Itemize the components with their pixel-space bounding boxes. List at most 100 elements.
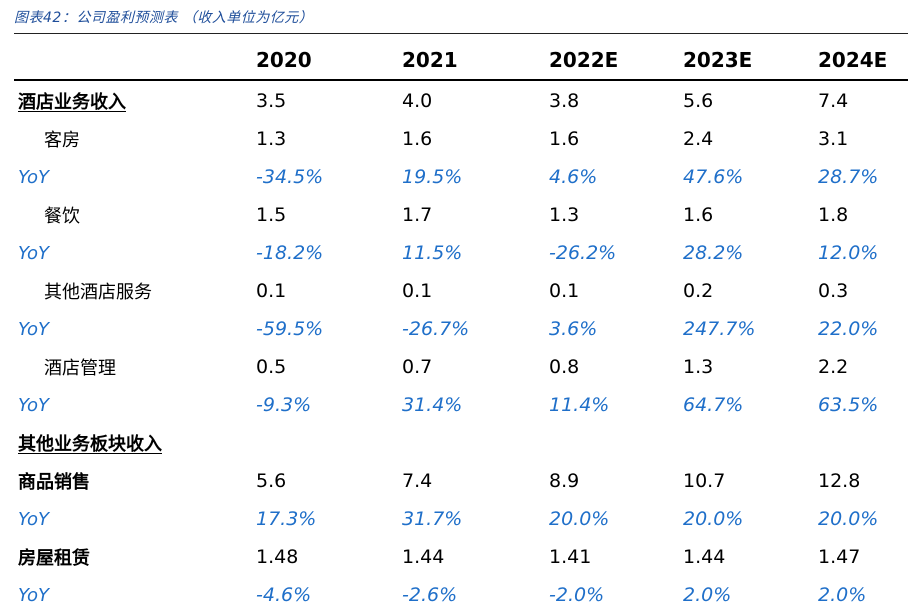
table-cell: -2.0% bbox=[549, 584, 605, 606]
table-cell: 20.0% bbox=[818, 508, 879, 530]
table-cell: 0.1 bbox=[256, 280, 287, 302]
row-label: 其他业务板块收入 bbox=[18, 434, 162, 455]
table-cell: -34.5% bbox=[256, 166, 324, 188]
table-row: YoY -4.6% -2.6% -2.0% 2.0% 2.0% bbox=[0, 576, 922, 614]
column-header-2020: 2020 bbox=[256, 48, 312, 72]
column-header-2022e: 2022E bbox=[549, 48, 619, 72]
table-row: YoY -34.5% 19.5% 4.6% 47.6% 28.7% bbox=[0, 158, 922, 196]
table-cell: 31.7% bbox=[402, 508, 463, 530]
table-cell: 2.2 bbox=[818, 356, 849, 378]
table-cell: -26.2% bbox=[549, 242, 617, 264]
row-label: 房屋租赁 bbox=[18, 548, 90, 569]
row-label: YoY bbox=[18, 318, 50, 340]
table-cell: -59.5% bbox=[256, 318, 324, 340]
table-row: 酒店管理 0.5 0.7 0.8 1.3 2.2 bbox=[0, 348, 922, 386]
table-cell: 247.7% bbox=[683, 318, 756, 340]
table-cell: 0.5 bbox=[256, 356, 287, 378]
row-label: YoY bbox=[18, 584, 50, 606]
table-cell: 20.0% bbox=[549, 508, 610, 530]
table-cell: 47.6% bbox=[683, 166, 744, 188]
table-cell: 2.0% bbox=[683, 584, 732, 606]
table-cell: 1.5 bbox=[256, 204, 287, 226]
table-cell: 3.6% bbox=[549, 318, 598, 340]
row-label: YoY bbox=[18, 394, 50, 416]
row-label: 商品销售 bbox=[18, 472, 90, 493]
table-cell: 0.1 bbox=[402, 280, 433, 302]
table-cell: 4.0 bbox=[402, 90, 433, 112]
table-cell: 12.0% bbox=[818, 242, 879, 264]
header-row: 2020 2021 2022E 2023E 2024E bbox=[0, 41, 922, 79]
table-cell: 1.41 bbox=[549, 546, 592, 568]
table-cell: 1.6 bbox=[683, 204, 714, 226]
table-title: 图表42：公司盈利预测表 （收入单位为亿元） bbox=[14, 10, 314, 26]
table-cell: 1.44 bbox=[683, 546, 726, 568]
table-cell: 4.6% bbox=[549, 166, 598, 188]
table-cell: 1.6 bbox=[549, 128, 580, 150]
row-label: 其他酒店服务 bbox=[44, 282, 152, 303]
table-cell: -26.7% bbox=[402, 318, 470, 340]
top-rule bbox=[14, 33, 908, 34]
header-rule bbox=[14, 79, 908, 81]
table-cell: 0.2 bbox=[683, 280, 714, 302]
table-cell: -4.6% bbox=[256, 584, 312, 606]
row-label: 酒店业务收入 bbox=[18, 92, 126, 113]
table-cell: 1.3 bbox=[683, 356, 714, 378]
table-cell: 19.5% bbox=[402, 166, 463, 188]
row-label: YoY bbox=[18, 242, 50, 264]
table-cell: 0.1 bbox=[549, 280, 580, 302]
table-cell: 2.4 bbox=[683, 128, 714, 150]
table-cell: 1.48 bbox=[256, 546, 299, 568]
table-cell: 63.5% bbox=[818, 394, 879, 416]
table-cell: 7.4 bbox=[818, 90, 849, 112]
table-row: YoY -59.5% -26.7% 3.6% 247.7% 22.0% bbox=[0, 310, 922, 348]
table-cell: 11.4% bbox=[549, 394, 610, 416]
table-cell: 0.3 bbox=[818, 280, 849, 302]
table-cell: 20.0% bbox=[683, 508, 744, 530]
table-cell: 0.7 bbox=[402, 356, 433, 378]
table-cell: 1.6 bbox=[402, 128, 433, 150]
table-cell: 17.3% bbox=[256, 508, 317, 530]
table-cell: 1.8 bbox=[818, 204, 849, 226]
column-header-2021: 2021 bbox=[402, 48, 458, 72]
table-cell: 0.8 bbox=[549, 356, 580, 378]
row-label: 餐饮 bbox=[44, 206, 80, 227]
table-cell: -18.2% bbox=[256, 242, 324, 264]
table-row: YoY -9.3% 31.4% 11.4% 64.7% 63.5% bbox=[0, 386, 922, 424]
table-cell: 3.5 bbox=[256, 90, 287, 112]
table-row: 其他业务板块收入 bbox=[0, 424, 922, 462]
table-cell: 3.8 bbox=[549, 90, 580, 112]
table-cell: 64.7% bbox=[683, 394, 744, 416]
table-cell: 28.7% bbox=[818, 166, 879, 188]
table-cell: 1.3 bbox=[549, 204, 580, 226]
table-cell: 7.4 bbox=[402, 470, 433, 492]
table-cell: 1.7 bbox=[402, 204, 433, 226]
table-cell: 28.2% bbox=[683, 242, 744, 264]
table-cell: -2.6% bbox=[402, 584, 458, 606]
table-cell: 3.1 bbox=[818, 128, 849, 150]
table-row: 其他酒店服务 0.1 0.1 0.1 0.2 0.3 bbox=[0, 272, 922, 310]
table-cell: 12.8 bbox=[818, 470, 861, 492]
table-row: 商品销售 5.6 7.4 8.9 10.7 12.8 bbox=[0, 462, 922, 500]
column-header-2023e: 2023E bbox=[683, 48, 753, 72]
row-label: YoY bbox=[18, 508, 50, 530]
table-cell: -9.3% bbox=[256, 394, 312, 416]
table-cell: 1.3 bbox=[256, 128, 287, 150]
table-cell: 1.44 bbox=[402, 546, 445, 568]
table-cell: 11.5% bbox=[402, 242, 463, 264]
table-cell: 31.4% bbox=[402, 394, 463, 416]
table-cell: 5.6 bbox=[256, 470, 287, 492]
table-cell: 8.9 bbox=[549, 470, 580, 492]
table-row: 客房 1.3 1.6 1.6 2.4 3.1 bbox=[0, 120, 922, 158]
table-cell: 2.0% bbox=[818, 584, 867, 606]
table-row: YoY 17.3% 31.7% 20.0% 20.0% 20.0% bbox=[0, 500, 922, 538]
row-label: 酒店管理 bbox=[44, 358, 116, 379]
table-cell: 22.0% bbox=[818, 318, 879, 340]
table-row: 餐饮 1.5 1.7 1.3 1.6 1.8 bbox=[0, 196, 922, 234]
table-cell: 10.7 bbox=[683, 470, 726, 492]
table-row: 酒店业务收入 3.5 4.0 3.8 5.6 7.4 bbox=[0, 82, 922, 120]
row-label: YoY bbox=[18, 166, 50, 188]
column-header-2024e: 2024E bbox=[818, 48, 888, 72]
table-row: 房屋租赁 1.48 1.44 1.41 1.44 1.47 bbox=[0, 538, 922, 576]
table-cell: 1.47 bbox=[818, 546, 861, 568]
row-label: 客房 bbox=[44, 130, 80, 151]
